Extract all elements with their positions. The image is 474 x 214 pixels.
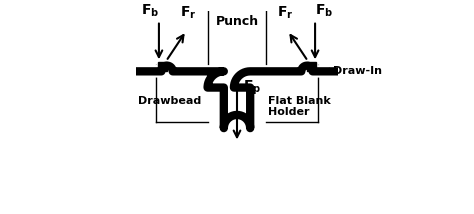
Text: $\mathbf{F_r}$: $\mathbf{F_r}$ [277, 4, 294, 21]
Bar [307, 62, 316, 71]
Bar [158, 62, 167, 71]
Text: Drawbead: Drawbead [137, 96, 201, 106]
Text: $\mathbf{F_b}$: $\mathbf{F_b}$ [315, 2, 333, 19]
Text: Flat Blank
Holder: Flat Blank Holder [268, 96, 331, 117]
Text: $\mathbf{F_r}$: $\mathbf{F_r}$ [180, 4, 197, 21]
Text: $\mathbf{F_b}$: $\mathbf{F_b}$ [141, 2, 159, 19]
Text: Draw-In: Draw-In [333, 66, 383, 76]
Text: $\mathbf{F_p}$: $\mathbf{F_p}$ [243, 78, 261, 97]
Text: Punch: Punch [216, 15, 258, 28]
